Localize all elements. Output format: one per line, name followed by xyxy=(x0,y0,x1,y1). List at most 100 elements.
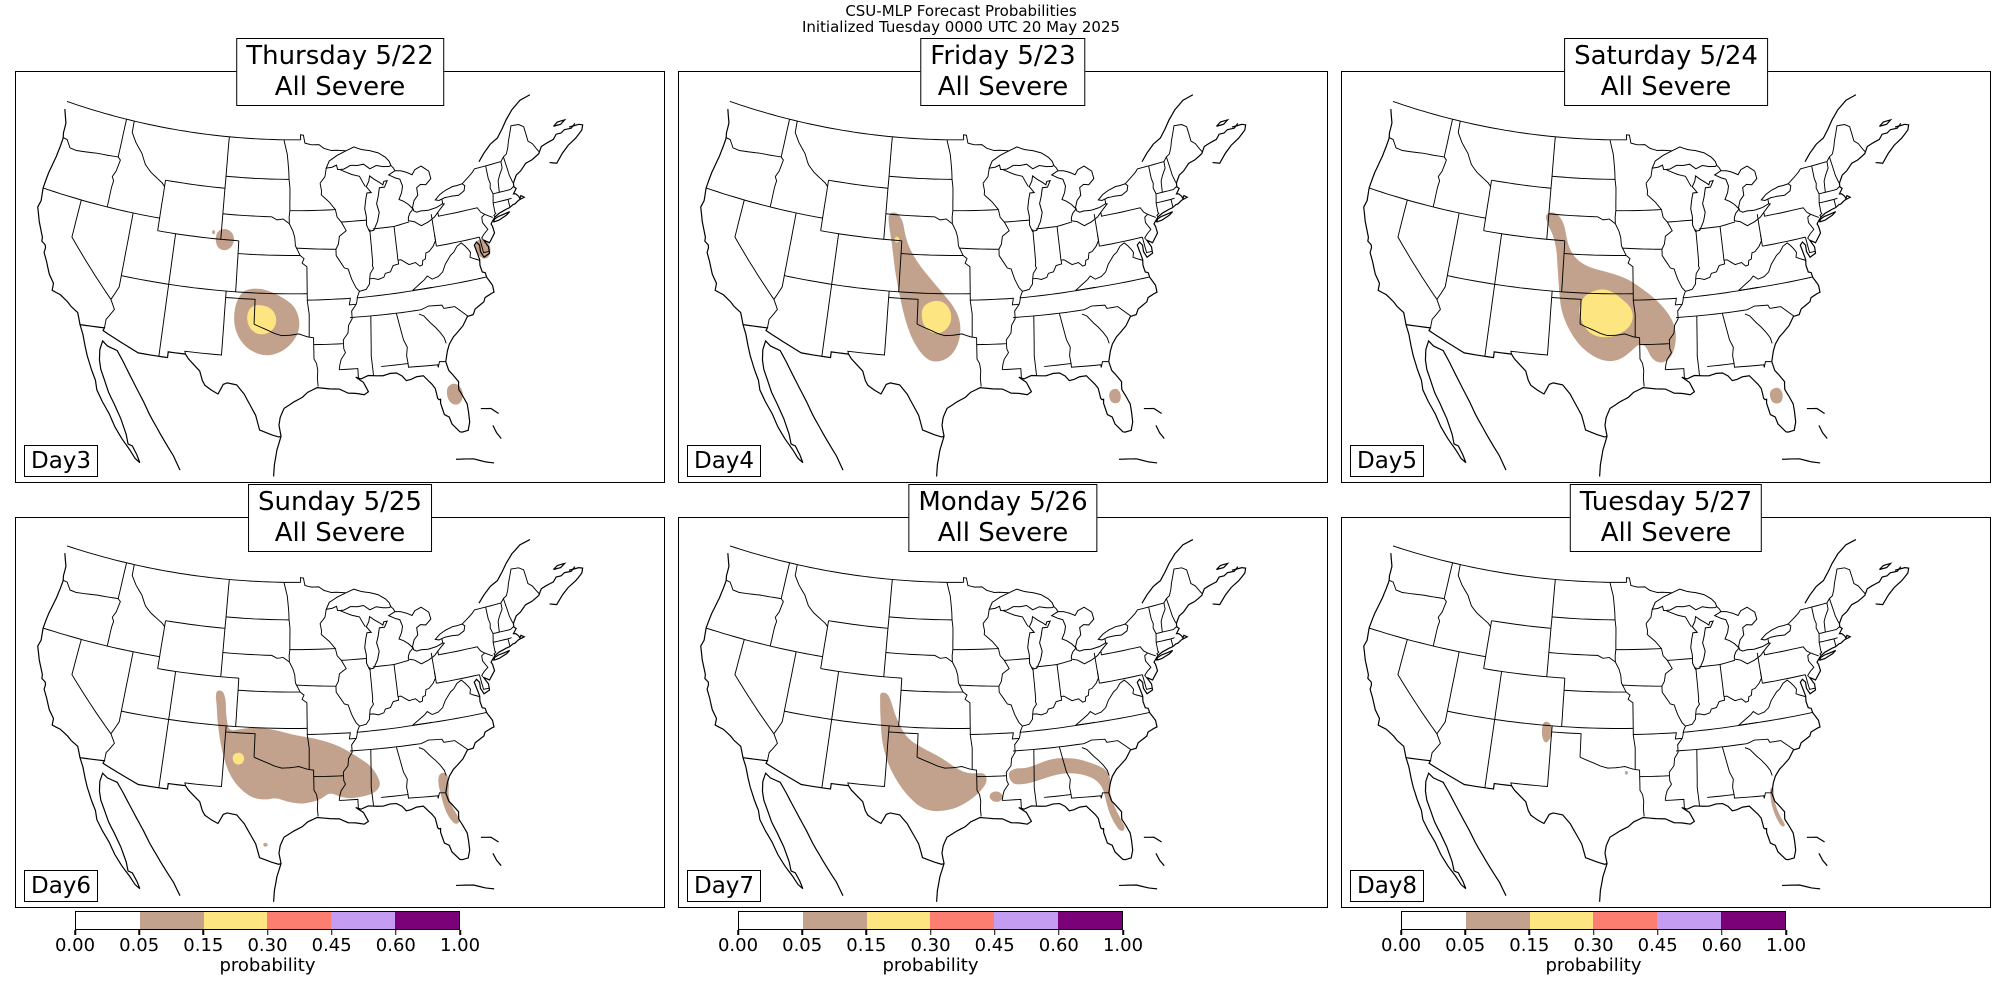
coastline xyxy=(456,885,494,889)
coastline xyxy=(937,863,944,901)
state-border xyxy=(947,582,953,662)
state-border xyxy=(970,734,972,769)
coastline xyxy=(1364,109,1506,470)
state-border xyxy=(158,231,239,241)
state-border xyxy=(964,578,1009,593)
state-border xyxy=(1633,300,1635,337)
state-border xyxy=(1646,168,1652,183)
state-border xyxy=(917,324,971,337)
panel-title-day: Thursday 5/22 xyxy=(246,41,434,71)
colorbar-ticks: 0.00 0.05 0.15 0.30 0.45 0.60 1.00 xyxy=(55,930,480,956)
state-border xyxy=(1447,276,1633,294)
colorbar-tick-label: 0.60 xyxy=(375,935,416,956)
state-border xyxy=(952,662,1019,739)
state-border xyxy=(391,165,395,170)
state-border xyxy=(730,546,964,582)
colorbar-tick-label: 0.45 xyxy=(1637,935,1678,956)
state-border xyxy=(1627,578,1672,593)
state-border xyxy=(735,639,774,733)
state-border xyxy=(1616,649,1662,650)
state-border xyxy=(320,168,326,183)
state-border xyxy=(421,305,468,316)
state-border xyxy=(1622,685,1662,686)
state-border xyxy=(1125,125,1202,184)
state-border xyxy=(223,653,289,662)
colorbar-ticks: 0.00 0.05 0.15 0.30 0.45 0.60 1.00 xyxy=(1381,930,1806,956)
state-border xyxy=(359,672,435,726)
colorbar-segment xyxy=(76,912,140,929)
colorbar-segment xyxy=(739,912,803,929)
state-border xyxy=(1717,607,1721,612)
state-border xyxy=(413,243,480,291)
state-border xyxy=(1788,568,1865,624)
probability-colorbar: 0.00 0.05 0.15 0.30 0.45 0.60 1.00 probability xyxy=(1381,911,1806,976)
colorbar-segment xyxy=(395,912,459,929)
lake-outline xyxy=(1734,204,1770,226)
state-border xyxy=(498,162,502,193)
prob-region-northeast-new-mexico xyxy=(1541,721,1552,743)
state-border xyxy=(1762,237,1805,246)
coastline xyxy=(1364,553,1506,896)
coastline xyxy=(479,95,530,162)
state-border xyxy=(436,237,479,246)
state-border xyxy=(1458,565,1490,627)
state-border xyxy=(308,337,318,387)
state-border xyxy=(1696,229,1700,279)
colorbar-tick-mark xyxy=(266,930,269,935)
state-border xyxy=(1616,210,1662,211)
state-border xyxy=(1580,324,1634,337)
state-border xyxy=(1552,298,1581,325)
panel-title-day: Tuesday 5/27 xyxy=(1579,487,1753,517)
lake-outline xyxy=(408,204,444,226)
state-border xyxy=(72,200,111,299)
colorbar-tick-label: 0.00 xyxy=(717,935,759,956)
lake-outline xyxy=(326,147,391,170)
state-border xyxy=(301,135,346,151)
state-border xyxy=(1156,638,1174,643)
state-border xyxy=(340,611,365,627)
lake-outline xyxy=(1071,643,1107,664)
state-border xyxy=(1033,229,1037,279)
panel-title-hazard: All Severe xyxy=(274,72,406,102)
state-border xyxy=(185,291,226,355)
colorbar-tick-label: 1.00 xyxy=(439,935,481,956)
state-border xyxy=(1094,653,1099,683)
state-border xyxy=(1697,749,1700,805)
colorbar-tick-label: 0.15 xyxy=(183,935,224,956)
colorbar-tick-mark xyxy=(459,930,461,935)
coastline xyxy=(550,124,583,163)
prob-region-plains-to-mississippi xyxy=(1545,212,1676,363)
us-map-day8 xyxy=(1342,518,1990,907)
state-border xyxy=(959,685,999,686)
state-border xyxy=(359,235,435,292)
state-border xyxy=(1022,235,1098,292)
colorbar-tick-mark xyxy=(1721,930,1723,935)
state-border xyxy=(1745,314,1772,343)
coastline xyxy=(274,863,281,901)
colorbar-tick-mark xyxy=(202,930,205,935)
state-border xyxy=(1389,137,1445,157)
panel-title-day: Saturday 5/24 xyxy=(1574,41,1758,71)
state-border xyxy=(1640,344,1669,345)
map-background xyxy=(16,72,664,482)
state-border xyxy=(781,563,789,599)
state-border xyxy=(341,659,366,661)
state-border xyxy=(254,324,308,337)
state-border xyxy=(419,314,446,343)
state-border xyxy=(1697,316,1700,375)
state-border xyxy=(1633,734,1635,769)
state-border xyxy=(508,639,510,646)
state-border xyxy=(307,734,309,769)
coastline xyxy=(1605,152,1865,436)
state-border xyxy=(413,277,487,291)
state-border xyxy=(971,337,981,387)
panel-title-hazard: All Severe xyxy=(937,518,1069,548)
state-border xyxy=(485,214,493,217)
coastline xyxy=(1876,568,1909,605)
state-border xyxy=(370,667,374,714)
state-border xyxy=(953,649,999,650)
prob-region-central-louisiana xyxy=(989,791,1003,802)
coastline xyxy=(539,123,574,152)
forecast-panel-day5: Saturday 5/24 All Severe Day5 xyxy=(1341,38,1991,483)
state-border xyxy=(1105,639,1106,643)
